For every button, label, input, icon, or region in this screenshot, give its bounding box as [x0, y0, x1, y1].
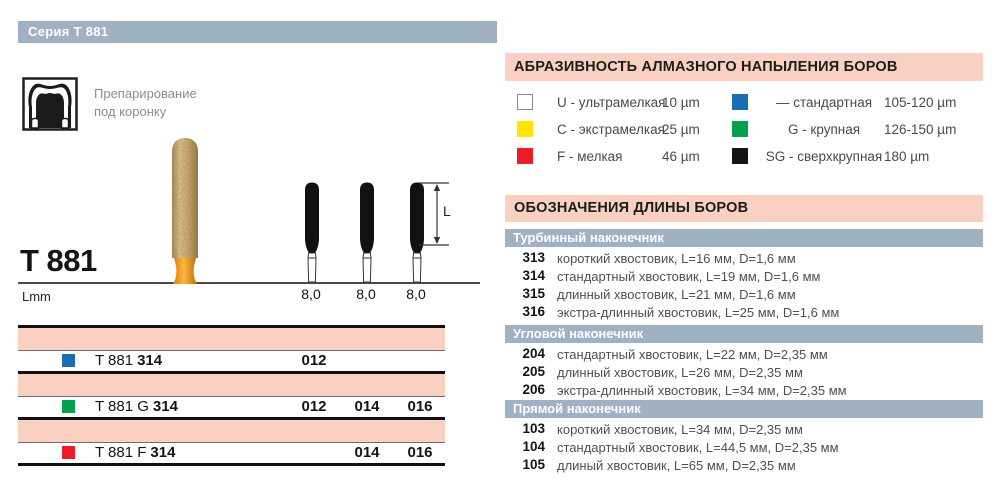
grit-swatch-supercoarse [732, 148, 748, 164]
shank-desc: стандартный хвостовик, L=44,5 мм, D=2,35… [557, 440, 839, 455]
diamond-bur-image [168, 136, 202, 286]
abrasiveness-section-title: АБРАЗИВНОСТЬ АЛМАЗНОГО НАПЫЛЕНИЯ БОРОВ [505, 53, 983, 81]
shank-code: 105 [522, 457, 545, 472]
shank-desc: длиный хвостовик, L=65 мм, D=2,35 мм [557, 458, 796, 473]
group-band-angled: Угловой наконечник [505, 325, 983, 343]
tooth-crown-icon [22, 77, 78, 131]
table-rule [18, 417, 445, 420]
lengths-section-title: ОБОЗНАЧЕНИЯ ДЛИНЫ БОРОВ [505, 195, 983, 222]
variant-shank-code: 314 [137, 352, 163, 369]
tip-length-3: 8,0 [406, 286, 426, 302]
grit-value: 180 µm [884, 149, 930, 164]
table-band [18, 328, 445, 350]
size-cell: 012 [301, 352, 327, 369]
shank-code: 104 [522, 439, 545, 454]
size-cell: 012 [301, 398, 327, 415]
group-band-straight: Прямой наконечник [505, 400, 983, 418]
grit-label: — стандартная [775, 95, 873, 110]
caption-line-2: под коронку [94, 104, 167, 119]
variant-color-swatch [62, 354, 75, 367]
length-unit-label: Lmm [22, 289, 51, 304]
grit-value: 126-150 µm [884, 122, 957, 137]
shank-code: 205 [522, 364, 545, 379]
size-cell: 014 [354, 398, 380, 415]
grit-swatch-extrafine [517, 121, 533, 137]
variant-name-prefix: T 881 [95, 352, 134, 369]
table-band [18, 374, 445, 396]
bur-silhouette-2 [359, 182, 375, 283]
shank-desc: стандартный хвостовик, L=19 мм, D=1,6 мм [557, 269, 821, 284]
series-title-bar: Серия Т 881 [18, 21, 497, 43]
application-caption: Препарирование под коронку [94, 85, 244, 121]
table-row: T 881 G 314 012 014 016 [18, 397, 445, 416]
table-row: T 881 F 314 014 016 [18, 443, 445, 462]
shank-desc: экстра-длинный хвостовик, L=34 мм, D=2,3… [557, 383, 847, 398]
table-rule [18, 371, 445, 374]
shank-code: 316 [522, 304, 545, 319]
table-rule [18, 463, 445, 466]
shank-desc: стандартный хвостовик, L=22 мм, D=2,35 м… [557, 347, 828, 362]
table-thin-rule [18, 442, 445, 443]
shank-desc: короткий хвостовик, L=16 мм, D=1,6 мм [557, 251, 796, 266]
bur-silhouette-3 [409, 182, 425, 283]
shank-desc: экстра-длинный хвостовик, L=25 мм, D=1,6… [557, 305, 840, 320]
shank-desc: длинный хвостовик, L=26 мм, D=2,35 мм [557, 365, 803, 380]
table-rule [18, 325, 445, 328]
size-cell: 016 [407, 444, 433, 461]
variant-name-prefix: T 881 F [95, 444, 147, 461]
shank-code: 314 [522, 268, 545, 283]
table-band [18, 420, 445, 442]
length-dimension-arrow [415, 180, 455, 250]
grit-label: SG - сверхкрупная [765, 149, 883, 164]
variant-name: T 881 G 314 [95, 397, 178, 416]
grit-value: 105-120 µm [884, 95, 957, 110]
size-cell: 016 [407, 398, 433, 415]
grit-swatch-fine [517, 148, 533, 164]
product-title: T 881 [20, 243, 97, 278]
grit-value: 46 µm [662, 149, 700, 164]
shank-desc: длинный хвостовик, L=21 мм, D=1,6 мм [557, 287, 796, 302]
variant-shank-code: 314 [150, 444, 176, 461]
shank-code: 103 [522, 421, 545, 436]
grit-swatch-standard [732, 94, 748, 110]
length-dimension-label: L [443, 203, 451, 219]
grit-swatch-coarse [732, 121, 748, 137]
grit-label: G - крупная [787, 122, 861, 137]
tip-length-2: 8,0 [356, 286, 376, 302]
shank-code: 313 [522, 250, 545, 265]
table-thin-rule [18, 350, 445, 351]
variant-name: T 881 F 314 [95, 443, 175, 462]
table-row: T 881 314 012 [18, 351, 445, 370]
variant-name-prefix: T 881 G [95, 398, 149, 415]
group-band-turbine: Турбинный наконечник [505, 229, 983, 247]
grit-label: F - мелкая [557, 149, 623, 164]
shank-code: 204 [522, 346, 545, 361]
grit-swatch-ultrafine [517, 94, 533, 110]
variant-color-swatch [62, 400, 75, 413]
shank-desc: короткий хвостовик, L=34 мм, D=2,35 мм [557, 422, 803, 437]
variant-color-swatch [62, 446, 75, 459]
tip-length-1: 8,0 [301, 286, 321, 302]
grit-value: 10 µm [662, 95, 700, 110]
bur-silhouette-1 [304, 182, 320, 283]
figure-baseline [18, 282, 480, 284]
caption-line-1: Препарирование [94, 86, 197, 101]
table-thin-rule [18, 396, 445, 397]
shank-code: 315 [522, 286, 545, 301]
variant-name: T 881 314 [95, 351, 162, 370]
size-cell: 014 [354, 444, 380, 461]
grit-label: C - экстрамелкая [557, 122, 665, 137]
grit-label: U - ультрамелкая [557, 95, 666, 110]
variant-shank-code: 314 [152, 398, 178, 415]
grit-value: 25 µm [662, 122, 700, 137]
shank-code: 206 [522, 382, 545, 397]
